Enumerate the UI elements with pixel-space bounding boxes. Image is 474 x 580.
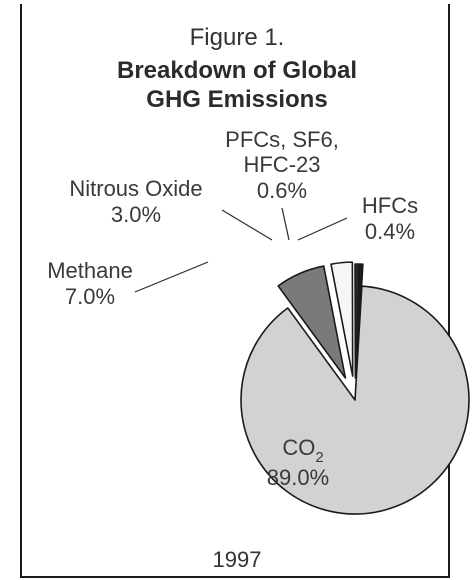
label-co2-name: CO2 [282, 435, 323, 466]
chart-year: 1997 [212, 547, 262, 572]
label-co2-base: CO [282, 435, 315, 460]
leader-line-pfcs [281, 207, 290, 241]
label-methane-value: 7.0% [65, 284, 115, 309]
figure-frame [20, 4, 450, 578]
leader-line-nitrous [221, 209, 273, 241]
chart-title-line-2: GHG Emissions [146, 86, 328, 113]
label-nitrous-name: Nitrous Oxide [69, 176, 202, 201]
label-pfcs-name-line2: HFC-23 [243, 152, 320, 177]
slice-labels: HFCs 0.4% PFCs, SF6, HFC-23 0.6% Nitrous… [47, 127, 418, 490]
label-nitrous-value: 3.0% [111, 202, 161, 227]
pie-slice-nitrous [330, 261, 354, 377]
label-pfcs-name-line1: PFCs, SF6, [225, 127, 339, 152]
pie-slice-pfcs [354, 263, 361, 379]
label-pfcs-value: 0.6% [257, 178, 307, 203]
pie-slice-methane [277, 265, 347, 379]
pie-slices [240, 261, 470, 515]
label-hfcs-value: 0.4% [365, 219, 415, 244]
label-hfcs-name: HFCs [362, 193, 418, 218]
figure-label: Figure 1. [189, 24, 285, 51]
label-co2-subscript: 2 [315, 449, 323, 466]
leader-line-methane [134, 261, 209, 293]
label-methane-name: Methane [47, 258, 133, 283]
pie-slice-co2 [240, 285, 470, 515]
leader-line-hfcs [297, 217, 348, 241]
label-co2-value: 89.0% [267, 465, 329, 490]
chart-title: Breakdown of Global GHG Emissions [0, 56, 474, 114]
leader-lines [134, 207, 348, 293]
chart-title-line-1: Breakdown of Global [116, 57, 358, 84]
